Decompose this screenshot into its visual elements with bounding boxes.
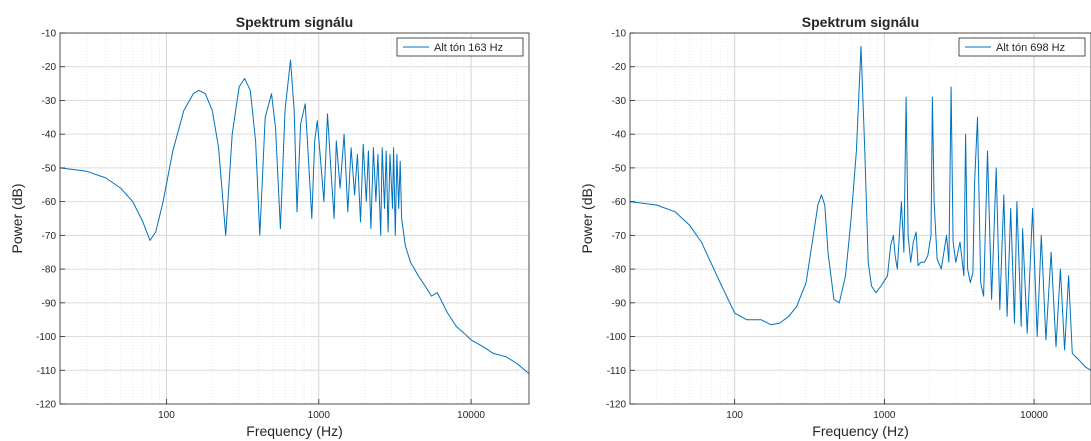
y-tick-label: -50 [42,163,57,174]
y-tick-label: -30 [612,96,627,107]
axes-box [629,32,1091,405]
y-tick-label: -100 [36,332,56,343]
legend: Alt tón 163 Hz [396,37,524,57]
chart-title: Spektrum signálu [802,14,919,30]
x-tick-label: 1000 [873,410,896,421]
series-line-1 [60,59,529,374]
y-tick-label: -70 [42,231,57,242]
x-tick-label: 10000 [1020,410,1048,421]
y-tick-label: -60 [612,197,627,208]
y-tick-label: -110 [607,366,627,377]
chart-1: 100 1000 10000 -10 -20 -30 -40 -50 -60 -70 -80 -90 -… [9,14,530,439]
plot-area [630,33,1091,404]
x-tick-label: 100 [726,410,743,421]
chart-title: Spektrum signálu [236,14,353,30]
y-tick-label: -40 [612,130,627,141]
y-tick-label: -120 [606,400,626,411]
x-axis-label: Frequency (Hz) [246,423,342,439]
x-axis-label: Frequency (Hz) [812,423,908,439]
legend: Alt tón 698 Hz [958,37,1086,57]
legend-label: Alt tón 163 Hz [434,42,503,54]
y-tick-label: -40 [42,130,57,141]
legend-box [396,37,524,57]
y-tick-label: -10 [612,29,627,40]
series-line-1 [630,46,1091,371]
y-tick-label: -120 [36,400,56,411]
y-tick-label: -20 [42,62,57,73]
y-tick-label: -100 [606,332,626,343]
y-axis-label: Power (dB) [9,183,25,253]
legend-box [958,37,1086,57]
y-tick-label: -70 [612,231,627,242]
y-tick-label: -90 [42,298,57,309]
y-tick-label: -80 [612,265,627,276]
x-tick-label: 100 [158,410,175,421]
y-tick-label: -110 [37,366,57,377]
plot-area [60,33,529,404]
y-tick-label: -50 [612,163,627,174]
y-tick-label: -20 [612,62,627,73]
chart-2: 100 1000 10000 -10 -20 -30 -40 -50 -60 -70 -80 -90 -… [579,14,1091,439]
x-tick-label: 10000 [457,410,485,421]
y-axis-label: Power (dB) [579,183,595,253]
y-tick-label: -10 [42,29,57,40]
y-tick-label: -90 [612,298,627,309]
y-tick-label: -80 [42,265,57,276]
axes-box [59,32,530,405]
grid [630,33,1091,404]
x-tick-label: 1000 [308,410,331,421]
legend-label: Alt tón 698 Hz [996,42,1065,54]
y-tick-label: -30 [42,96,57,107]
y-tick-label: -60 [42,197,57,208]
